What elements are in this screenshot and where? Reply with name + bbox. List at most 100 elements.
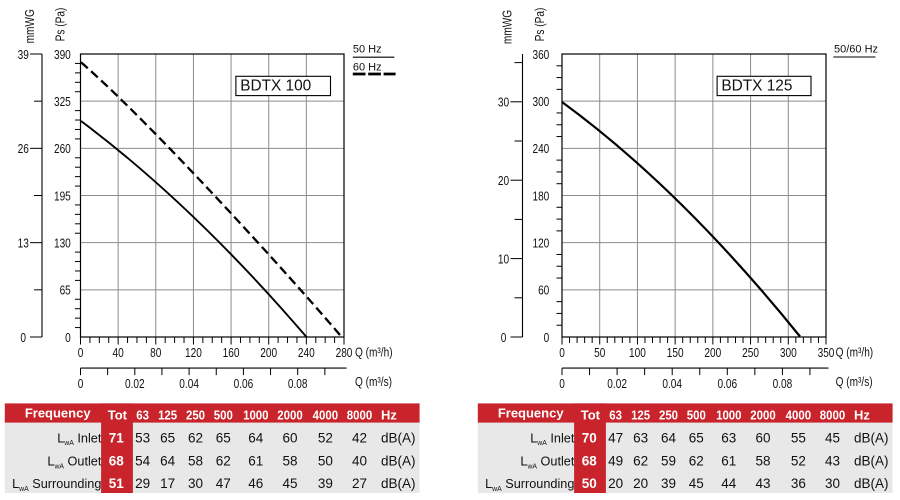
svg-text:0: 0 xyxy=(65,332,71,345)
svg-text:0: 0 xyxy=(501,332,507,345)
svg-text:68: 68 xyxy=(109,454,125,469)
svg-text:70: 70 xyxy=(582,430,597,445)
svg-text:26: 26 xyxy=(18,143,29,156)
svg-text:50: 50 xyxy=(594,347,605,360)
svg-text:180: 180 xyxy=(532,190,549,203)
svg-text:10: 10 xyxy=(498,253,509,266)
svg-text:61: 61 xyxy=(721,454,736,469)
svg-text:39: 39 xyxy=(318,476,333,491)
svg-text:53: 53 xyxy=(135,430,150,445)
svg-text:350: 350 xyxy=(818,347,835,360)
svg-text:0: 0 xyxy=(20,332,26,345)
svg-text:58: 58 xyxy=(755,454,770,469)
svg-text:20: 20 xyxy=(633,476,648,491)
svg-text:240: 240 xyxy=(532,143,549,156)
svg-text:62: 62 xyxy=(216,454,231,469)
svg-text:46: 46 xyxy=(248,476,263,491)
svg-text:43: 43 xyxy=(825,454,840,469)
svg-text:Frequency: Frequency xyxy=(25,406,92,421)
svg-text:4000: 4000 xyxy=(786,408,812,423)
svg-text:100: 100 xyxy=(629,347,646,360)
svg-text:30: 30 xyxy=(498,97,509,110)
svg-text:Q (m³/s): Q (m³/s) xyxy=(836,376,873,389)
svg-text:60: 60 xyxy=(755,430,770,445)
svg-text:71: 71 xyxy=(109,430,125,445)
svg-text:50: 50 xyxy=(582,476,597,491)
svg-text:280: 280 xyxy=(336,347,353,360)
svg-text:44: 44 xyxy=(721,476,737,491)
svg-text:360: 360 xyxy=(532,49,549,62)
svg-text:LwA Surrounding: LwA Surrounding xyxy=(485,477,574,493)
svg-text:30: 30 xyxy=(825,476,840,491)
svg-text:LwA Inlet: LwA Inlet xyxy=(530,431,575,447)
svg-text:Hz: Hz xyxy=(381,407,397,422)
svg-text:8000: 8000 xyxy=(820,408,846,423)
svg-text:195: 195 xyxy=(54,190,71,203)
svg-text:65: 65 xyxy=(216,430,231,445)
svg-text:60 Hz: 60 Hz xyxy=(353,61,382,73)
svg-text:125: 125 xyxy=(158,408,177,423)
svg-text:2000: 2000 xyxy=(277,408,303,423)
svg-text:63: 63 xyxy=(633,430,648,445)
svg-text:20: 20 xyxy=(608,476,623,491)
svg-text:64: 64 xyxy=(160,454,176,469)
svg-text:mmWG: mmWG xyxy=(24,9,37,43)
svg-text:63: 63 xyxy=(721,430,736,445)
svg-text:LwA Surrounding: LwA Surrounding xyxy=(12,477,101,493)
svg-text:1000: 1000 xyxy=(716,408,742,423)
svg-text:40: 40 xyxy=(113,347,124,360)
svg-text:Q (m³/s): Q (m³/s) xyxy=(355,376,392,389)
svg-text:63: 63 xyxy=(136,408,149,423)
svg-text:Tot: Tot xyxy=(581,407,601,422)
svg-text:0.04: 0.04 xyxy=(179,378,199,391)
svg-text:65: 65 xyxy=(60,285,71,298)
svg-text:65: 65 xyxy=(160,430,175,445)
svg-text:500: 500 xyxy=(214,408,233,423)
svg-text:LwA Outlet: LwA Outlet xyxy=(520,455,574,471)
svg-text:29: 29 xyxy=(135,476,150,491)
svg-text:250: 250 xyxy=(659,408,678,423)
svg-text:240: 240 xyxy=(298,347,315,360)
svg-text:80: 80 xyxy=(150,347,161,360)
svg-text:Q (m³/h): Q (m³/h) xyxy=(836,347,874,360)
svg-text:200: 200 xyxy=(260,347,277,360)
svg-text:60: 60 xyxy=(282,430,297,445)
svg-text:68: 68 xyxy=(582,454,598,469)
svg-text:55: 55 xyxy=(791,430,806,445)
svg-text:0: 0 xyxy=(78,378,84,391)
svg-text:BDTX 100: BDTX 100 xyxy=(240,78,311,95)
svg-text:45: 45 xyxy=(689,476,704,491)
svg-text:300: 300 xyxy=(780,347,797,360)
svg-text:0: 0 xyxy=(559,378,565,391)
svg-text:39: 39 xyxy=(661,476,676,491)
svg-text:13: 13 xyxy=(18,237,29,250)
svg-text:mmWG: mmWG xyxy=(502,10,515,44)
svg-text:Hz: Hz xyxy=(854,407,870,422)
svg-text:50 Hz: 50 Hz xyxy=(353,44,382,56)
svg-text:0: 0 xyxy=(544,332,550,345)
svg-text:0.08: 0.08 xyxy=(288,378,308,391)
svg-text:45: 45 xyxy=(825,430,840,445)
svg-text:8000: 8000 xyxy=(347,408,373,423)
svg-text:43: 43 xyxy=(755,476,770,491)
svg-text:dB(A): dB(A) xyxy=(854,430,889,445)
svg-text:54: 54 xyxy=(135,454,151,469)
svg-text:52: 52 xyxy=(318,430,333,445)
svg-text:dB(A): dB(A) xyxy=(381,476,416,491)
svg-text:Ps (Pa): Ps (Pa) xyxy=(55,8,68,42)
svg-text:47: 47 xyxy=(608,430,623,445)
svg-text:dB(A): dB(A) xyxy=(381,430,416,445)
svg-text:42: 42 xyxy=(352,430,367,445)
svg-text:Frequency: Frequency xyxy=(498,406,565,421)
svg-text:325: 325 xyxy=(54,96,71,109)
svg-text:50/60 Hz: 50/60 Hz xyxy=(834,44,878,56)
svg-text:150: 150 xyxy=(667,347,684,360)
svg-text:27: 27 xyxy=(352,476,367,491)
svg-text:2000: 2000 xyxy=(750,408,776,423)
svg-text:Q (m³/h): Q (m³/h) xyxy=(355,347,393,360)
svg-text:36: 36 xyxy=(791,476,806,491)
svg-text:47: 47 xyxy=(216,476,231,491)
svg-text:30: 30 xyxy=(188,476,203,491)
svg-text:dB(A): dB(A) xyxy=(854,476,889,491)
svg-text:120: 120 xyxy=(532,237,549,250)
